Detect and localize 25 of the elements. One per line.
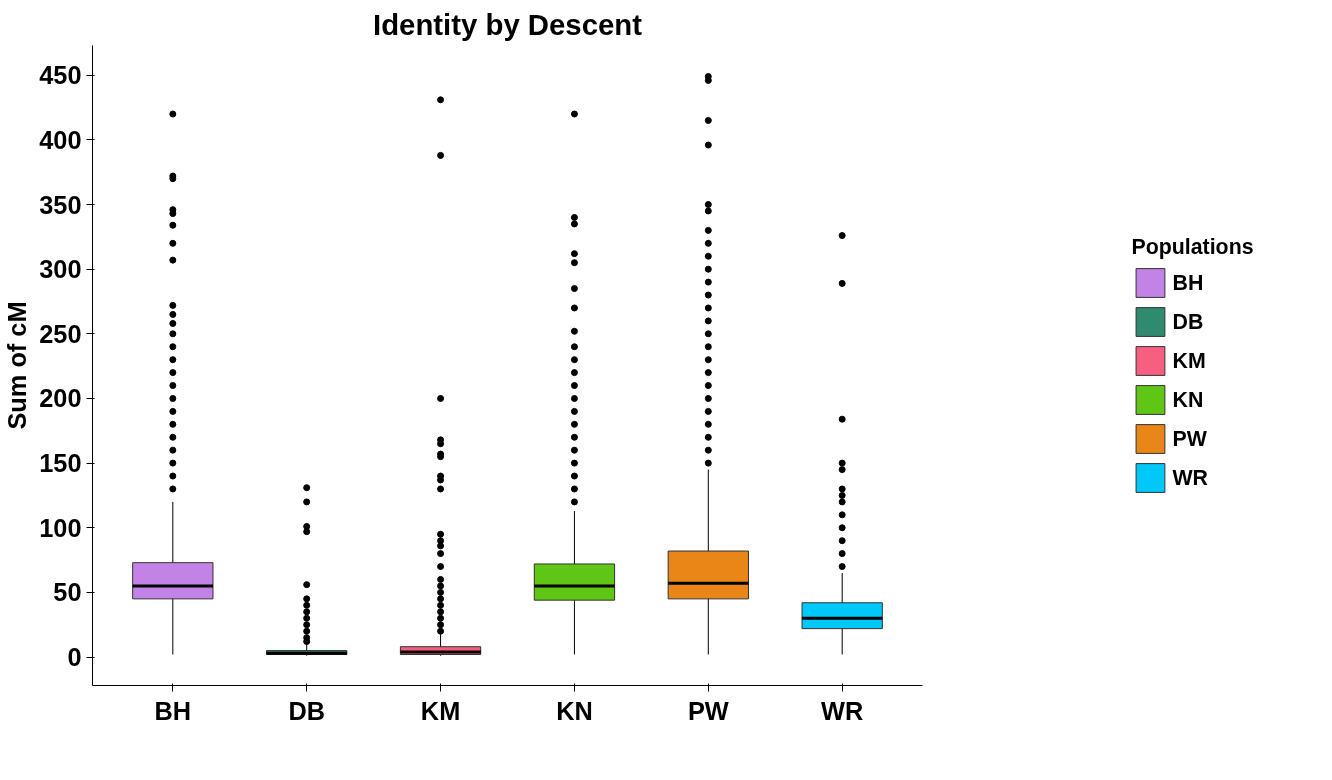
- x-tick-label: DB: [288, 696, 325, 725]
- chart-title: Identity by Descent: [373, 7, 643, 41]
- y-tick-label: 100: [39, 513, 82, 542]
- y-axis-title: Sum of cM: [3, 301, 32, 430]
- x-tick-label: WR: [821, 696, 864, 725]
- y-tick-label: 150: [39, 449, 82, 478]
- y-tick-label: 50: [53, 578, 82, 607]
- legend-label: DB: [1172, 309, 1204, 334]
- y-tick-label: 450: [39, 61, 82, 90]
- y-tick-label: 250: [39, 319, 82, 348]
- y-tick-label: 300: [39, 255, 82, 284]
- legend-label: PW: [1172, 426, 1207, 451]
- y-tick-label: 200: [39, 384, 82, 413]
- x-tick-label: KM: [420, 696, 461, 725]
- legend-label: WR: [1172, 465, 1209, 490]
- y-tick-label: 0: [67, 643, 82, 672]
- legend-label: KM: [1172, 348, 1206, 373]
- y-tick-label: 400: [39, 125, 82, 154]
- x-tick-label: PW: [687, 696, 729, 725]
- x-tick-label: BH: [154, 696, 192, 725]
- legend-title: Populations: [1131, 234, 1254, 260]
- legend-label: KN: [1172, 387, 1204, 412]
- legend-label: BH: [1172, 270, 1204, 295]
- x-tick-label: KN: [556, 696, 593, 725]
- y-tick-label: 350: [39, 190, 82, 219]
